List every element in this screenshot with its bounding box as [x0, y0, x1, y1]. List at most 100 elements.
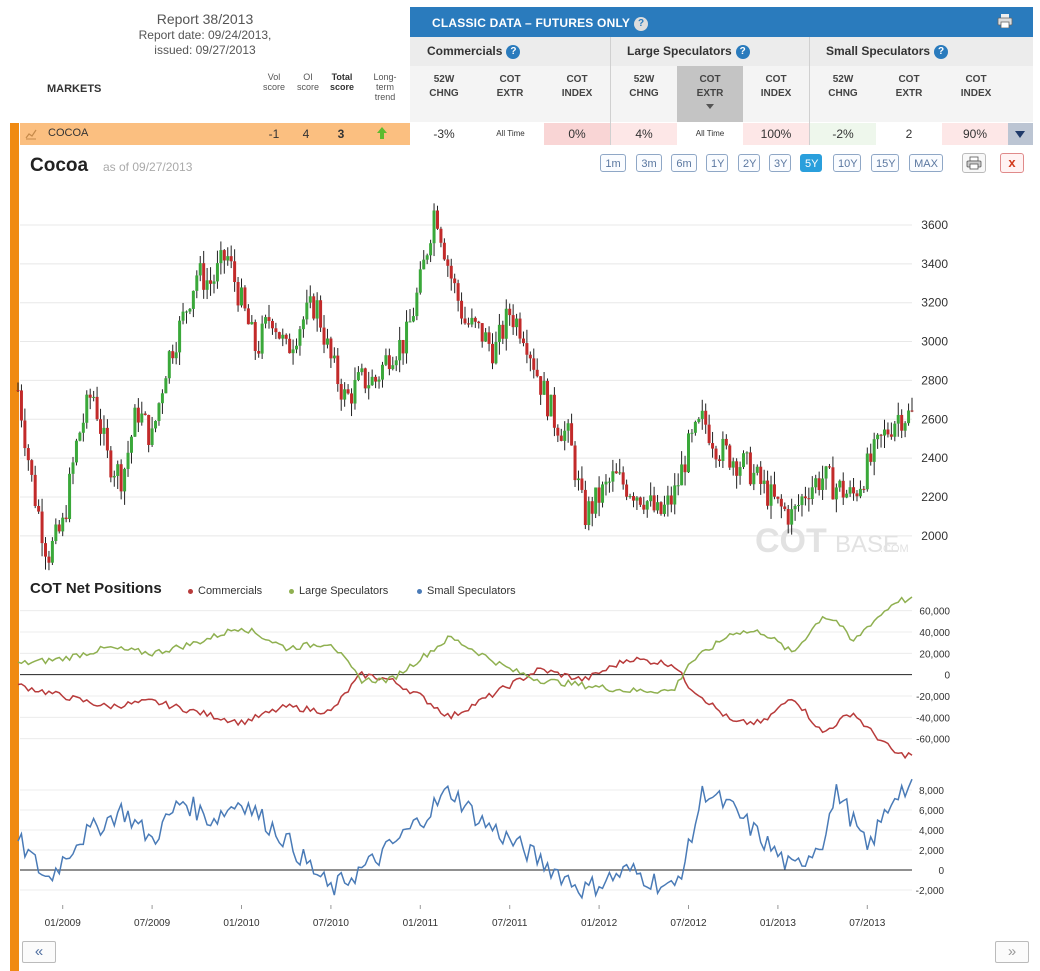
range-button-1y[interactable]: 1Y — [706, 154, 728, 172]
candle — [78, 432, 82, 441]
legend-small-speculators[interactable]: Small Speculators — [417, 585, 516, 597]
group-header-row: Commercials? Large Speculators? Small Sp… — [410, 37, 1033, 66]
help-icon[interactable]: ? — [735, 44, 750, 59]
range-button-5y[interactable]: 5Y — [800, 154, 822, 172]
legend-large-speculators[interactable]: Large Speculators — [289, 585, 388, 597]
candle — [401, 339, 405, 354]
candle — [301, 319, 305, 330]
candle — [659, 502, 663, 514]
candle — [687, 433, 690, 473]
candle — [772, 484, 776, 497]
prev-period-button[interactable]: « — [22, 941, 56, 963]
candle — [429, 243, 433, 256]
candle — [721, 438, 725, 461]
candle — [236, 282, 240, 306]
comm-extr-header[interactable]: COT EXTR — [496, 74, 524, 99]
y-tick-label: 0 — [938, 866, 944, 877]
candle — [628, 496, 632, 498]
y-tick-label: -40,000 — [916, 713, 950, 724]
range-button-3y[interactable]: 3Y — [769, 154, 791, 172]
x-tick-label: 01/2013 — [760, 918, 797, 929]
candle — [886, 429, 890, 435]
legend-commercials[interactable]: Commercials — [188, 585, 262, 597]
print-chart-button[interactable] — [962, 153, 986, 173]
candle — [384, 355, 388, 365]
candle — [607, 481, 611, 483]
candle — [68, 473, 72, 520]
y-tick-label: -2,000 — [916, 886, 945, 897]
candle — [810, 487, 814, 499]
small-52w-header[interactable]: 52W CHNG — [828, 74, 858, 99]
y-tick-label: 40,000 — [919, 628, 950, 639]
help-icon[interactable]: ? — [934, 44, 949, 59]
candle — [549, 394, 553, 417]
candle — [700, 410, 704, 419]
report-info: Report 38/2013 Report date: 09/24/2013, … — [120, 10, 290, 58]
range-button-15y[interactable]: 15Y — [871, 154, 899, 172]
candle — [415, 292, 419, 317]
range-button-max[interactable]: MAX — [909, 154, 943, 172]
candle — [803, 496, 807, 499]
candle — [274, 328, 278, 333]
candle — [580, 478, 584, 490]
candle — [717, 459, 721, 461]
large-index-header[interactable]: COT INDEX — [760, 74, 792, 99]
candle — [855, 493, 859, 497]
classic-data-bar: CLASSIC DATA – FUTURES ONLY? — [410, 7, 1033, 37]
large-52w-header[interactable]: 52W CHNG — [629, 74, 659, 99]
candle — [546, 380, 550, 417]
candle — [398, 339, 402, 361]
help-icon[interactable]: ? — [634, 16, 649, 31]
candle — [260, 323, 264, 354]
candle — [882, 429, 886, 436]
candle — [611, 471, 615, 482]
candle — [360, 368, 364, 373]
range-button-1m[interactable]: 1m — [600, 154, 626, 172]
candle — [817, 478, 821, 490]
close-chart-button[interactable]: x — [1000, 153, 1024, 173]
candle — [786, 509, 790, 525]
candle — [74, 440, 78, 463]
markets-header: MARKETS — [47, 83, 102, 95]
large-extr-header[interactable]: COT EXTR — [677, 66, 743, 122]
candle — [597, 487, 601, 503]
comm-52w-header[interactable]: 52W CHNG — [429, 74, 459, 99]
candle — [215, 263, 219, 282]
candle — [226, 256, 230, 261]
candle — [742, 453, 746, 468]
candle — [893, 423, 897, 437]
watermark: BASE — [835, 531, 899, 558]
market-name: COCOA — [48, 127, 89, 139]
comm-index-header[interactable]: COT INDEX — [561, 74, 593, 99]
row-expand-button[interactable] — [1008, 123, 1033, 145]
candle — [116, 464, 120, 476]
x-tick-label: 07/2009 — [134, 918, 171, 929]
range-button-2y[interactable]: 2Y — [738, 154, 760, 172]
candle — [573, 445, 577, 481]
range-button-6m[interactable]: 6m — [671, 154, 697, 172]
candle — [673, 485, 677, 505]
small-extr-header[interactable]: COT EXTR — [895, 74, 923, 99]
candle — [762, 480, 766, 484]
help-icon[interactable]: ? — [506, 44, 521, 59]
market-row-cocoa[interactable]: COCOA -1 4 3 — [20, 123, 410, 145]
y-tick-label: -60,000 — [916, 735, 950, 746]
report-date: Report date: 09/24/2013, — [138, 28, 272, 42]
print-icon — [966, 156, 982, 170]
candle — [315, 300, 319, 319]
small-index-header[interactable]: COT INDEX — [960, 74, 992, 99]
candle — [528, 354, 532, 359]
candle — [380, 364, 384, 380]
candle — [123, 468, 127, 492]
y-tick-label: 60,000 — [919, 607, 950, 618]
range-button-3m[interactable]: 3m — [636, 154, 662, 172]
candle — [738, 467, 742, 476]
next-period-button[interactable]: » — [995, 941, 1029, 963]
candle — [903, 423, 907, 431]
print-icon[interactable] — [997, 14, 1013, 28]
range-button-10y[interactable]: 10Y — [833, 154, 861, 172]
candle — [411, 316, 415, 322]
candle — [418, 269, 422, 293]
candle — [570, 423, 574, 446]
candle — [473, 317, 477, 322]
